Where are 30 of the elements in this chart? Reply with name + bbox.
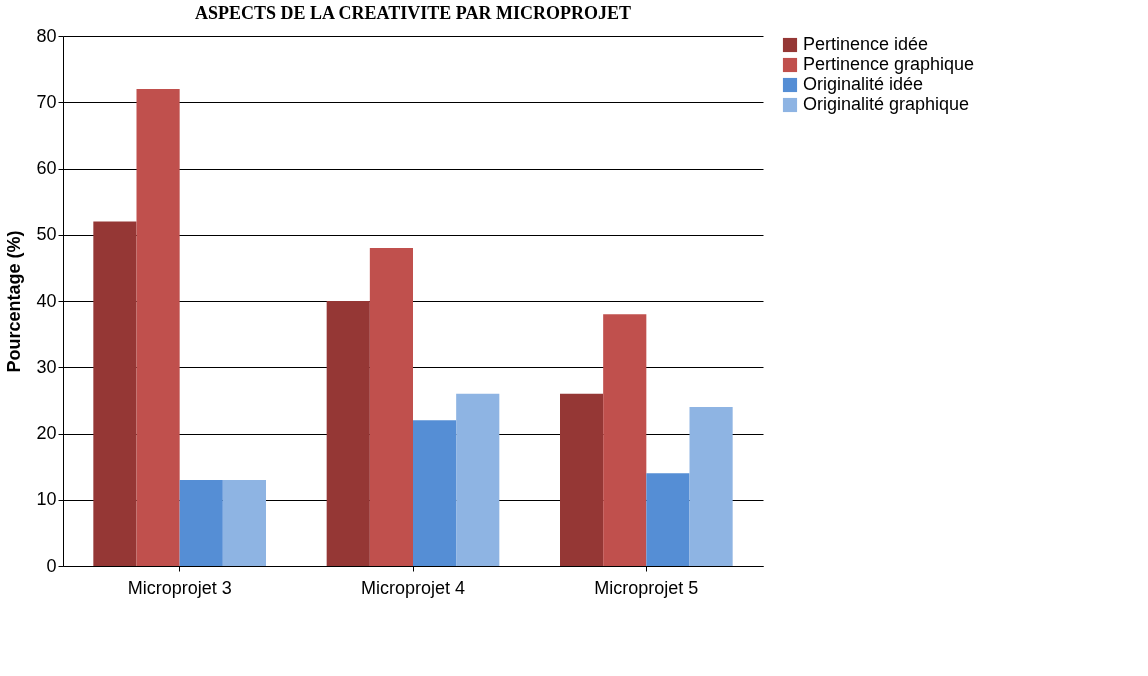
bar (369, 248, 413, 566)
bar (603, 314, 647, 566)
y-tick-label: 10 (36, 489, 57, 510)
chart-title: ASPECTS DE LA CREATIVITE PAR MICROPROJET (195, 3, 631, 23)
y-tick-label: 20 (36, 423, 57, 443)
bar (222, 479, 266, 566)
bar (93, 221, 137, 566)
bar (689, 407, 733, 566)
bar (136, 89, 180, 566)
y-tick-label: 50 (36, 224, 57, 245)
y-tick-label: 70 (36, 91, 57, 112)
x-tick-label: Microprojet 3 (127, 577, 232, 598)
x-tick-label: Microprojet 4 (360, 577, 466, 598)
legend-label: Pertinence idée (803, 34, 929, 54)
y-tick-label: 30 (36, 356, 57, 377)
bar (646, 473, 690, 566)
bar (456, 393, 500, 566)
bar (179, 479, 223, 566)
y-axis-title: Pourcentage (%) (4, 230, 25, 373)
y-tick-label: 60 (36, 158, 57, 178)
bar (413, 420, 457, 566)
x-tick-label: Microprojet 5 (594, 577, 699, 598)
legend-label: Pertinence graphique (803, 54, 975, 74)
legend-label: Originalité graphique (803, 94, 970, 114)
bar (326, 301, 370, 566)
y-tick-label: 0 (46, 555, 57, 576)
y-tick-label: 40 (36, 290, 57, 311)
y-tick-label: 80 (36, 25, 57, 46)
legend-label: Originalité idée (803, 74, 924, 94)
bar (560, 393, 604, 566)
